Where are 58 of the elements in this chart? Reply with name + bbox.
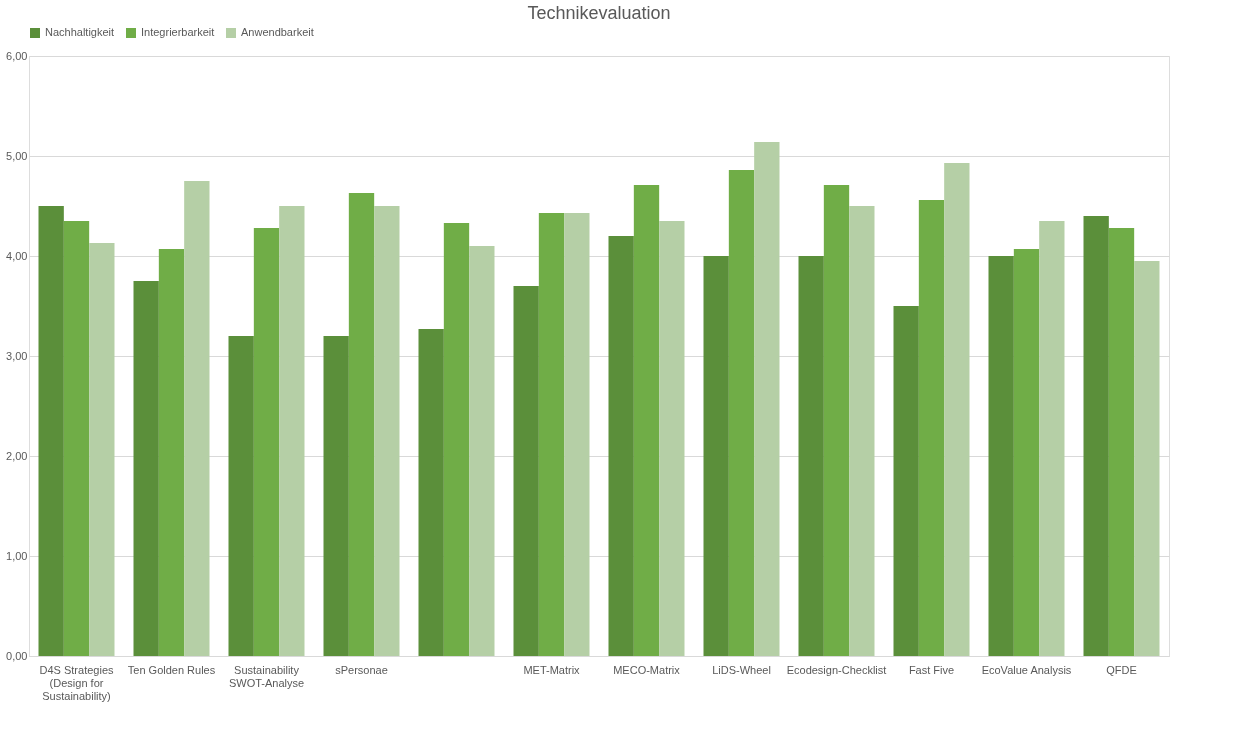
bar	[1108, 228, 1135, 656]
bar	[1083, 216, 1109, 656]
y-tick-label: 2,00	[6, 449, 28, 462]
bar	[253, 228, 280, 656]
bar	[893, 306, 919, 656]
y-tick-label: 5,00	[6, 149, 28, 162]
bar	[418, 329, 444, 656]
bar	[798, 256, 824, 656]
x-tick-label: QFDE	[1106, 663, 1137, 676]
bar	[513, 286, 539, 656]
bar	[823, 185, 850, 656]
y-tick-label: 1,00	[6, 549, 28, 562]
bar	[849, 206, 875, 656]
bar	[133, 281, 159, 656]
legend-label: Nachhaltigkeit	[45, 26, 115, 38]
chart-title: Technikevaluation	[527, 3, 671, 23]
x-tick-label: MECO-Matrix	[613, 663, 681, 676]
bar	[608, 236, 634, 656]
bar	[1134, 261, 1160, 656]
x-tick-label: D4S Strategies (Design for Sustainability)	[39, 663, 114, 702]
bar	[703, 256, 729, 656]
bar	[469, 246, 495, 656]
bar	[1039, 221, 1065, 656]
bar	[633, 185, 660, 656]
bar	[228, 336, 254, 656]
bar	[374, 206, 400, 656]
bar	[184, 181, 210, 656]
x-tick-label: sPersonae	[335, 663, 388, 676]
x-tick-label: LiDS-Wheel	[712, 663, 771, 676]
bar	[63, 221, 90, 656]
bar	[538, 213, 565, 656]
x-tick-label: Sustainability SWOT-Analyse	[228, 663, 305, 689]
bar	[988, 256, 1014, 656]
bar	[754, 142, 780, 656]
bar	[564, 213, 590, 656]
bar	[279, 206, 305, 656]
x-tick-label: Ten Golden Rules	[127, 663, 216, 676]
y-tick-label: 3,00	[6, 349, 28, 362]
x-tick-label: EcoValue Analysis	[981, 663, 1072, 676]
bar	[323, 336, 349, 656]
x-tick-label: Ecodesign-Checklist	[786, 663, 887, 676]
y-tick-label: 0,00	[6, 649, 28, 662]
legend-label: Integrierbarkeit	[141, 26, 215, 38]
bar	[348, 193, 375, 656]
bar	[944, 163, 970, 656]
bar	[158, 249, 185, 656]
bar	[918, 200, 945, 656]
bar	[38, 206, 64, 656]
y-tick-label: 6,00	[6, 49, 28, 62]
x-tick-label: Fast Five	[908, 663, 955, 676]
bar	[728, 170, 755, 656]
bar	[1013, 249, 1040, 656]
legend-label: Anwendbarkeit	[241, 26, 314, 38]
bar	[89, 243, 115, 656]
x-tick-label: MET-Matrix	[523, 663, 581, 676]
bar	[443, 223, 470, 656]
y-tick-label: 4,00	[6, 249, 28, 262]
bar	[659, 221, 685, 656]
